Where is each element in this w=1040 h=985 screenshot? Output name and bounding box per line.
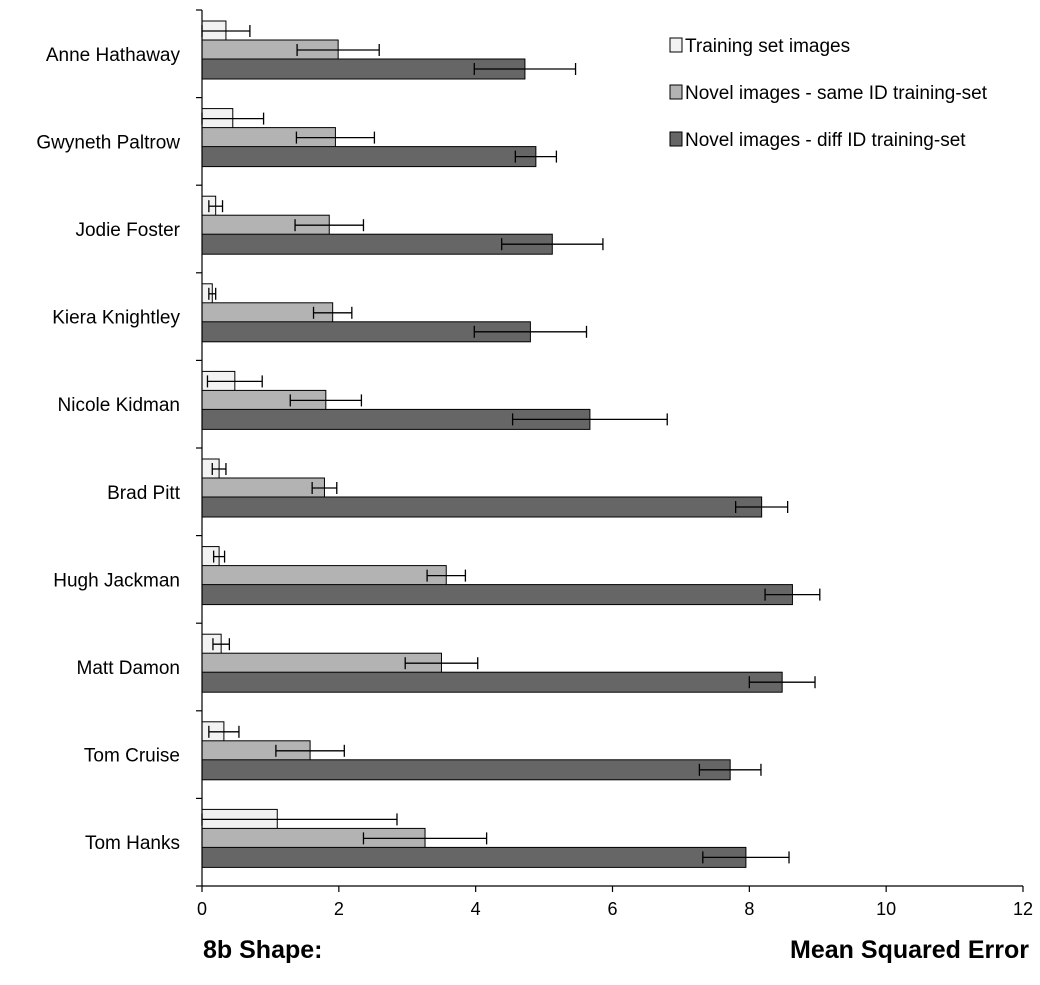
bar — [201, 146, 537, 168]
category-label: Anne Hathaway — [46, 45, 181, 66]
x-axis-title: Mean Squared Error — [790, 936, 1029, 964]
category-labels: Anne Hathaway Gwyneth Paltrow Jodie Foster… — [36, 45, 180, 854]
legend-label: Training set images — [685, 36, 850, 57]
x-tick-label: 12 — [1013, 899, 1033, 919]
x-tick-label: 6 — [607, 899, 617, 919]
bar — [201, 846, 747, 868]
x-tick-label: 4 — [471, 899, 481, 919]
category-label: Tom Hanks — [85, 833, 180, 854]
axes-layer — [196, 9, 1024, 892]
legend-label: Novel images - diff ID training-set — [685, 130, 966, 151]
bar — [201, 233, 553, 255]
category-label: Tom Cruise — [84, 746, 180, 767]
legend-swatch — [669, 84, 683, 100]
bar — [201, 496, 763, 518]
category-label: Brad Pitt — [107, 483, 181, 504]
bar — [201, 759, 731, 781]
bar — [201, 584, 793, 606]
caption-left: 8b Shape: — [203, 936, 322, 964]
legend-swatch — [669, 37, 683, 53]
x-tick-label: 8 — [744, 899, 754, 919]
x-tick-label: 0 — [197, 899, 207, 919]
legend-swatch — [669, 131, 683, 147]
legend-label: Novel images - same ID training-set — [685, 83, 988, 104]
bar — [201, 565, 447, 587]
category-label: Jodie Foster — [75, 220, 180, 241]
category-label: Matt Damon — [77, 658, 180, 679]
x-tick-label: 10 — [876, 899, 896, 919]
error-bars-layer — [201, 25, 821, 864]
x-tick-label: 2 — [334, 899, 344, 919]
category-label: Hugh Jackman — [53, 570, 180, 591]
legend: Training set images Novel images - same I… — [669, 36, 988, 151]
bar — [201, 671, 783, 693]
x-tick-labels: 0 2 4 6 8 10 12 — [197, 899, 1033, 919]
category-label: Nicole Kidman — [58, 395, 181, 416]
bars-layer — [201, 20, 793, 868]
category-label: Gwyneth Paltrow — [36, 132, 180, 153]
category-label: Kiera Knightley — [52, 308, 180, 329]
bar — [201, 477, 325, 499]
